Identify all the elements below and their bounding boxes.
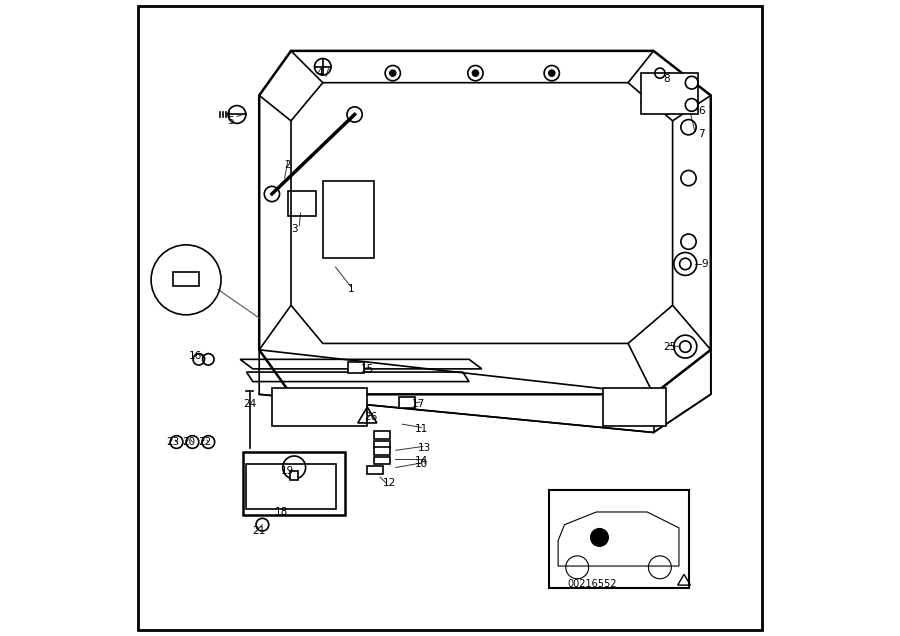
Text: 26: 26 (364, 411, 377, 422)
Text: 18: 18 (274, 507, 288, 517)
Circle shape (548, 69, 555, 77)
Text: 4: 4 (316, 68, 323, 78)
Bar (272, 388, 367, 426)
Bar (348, 362, 364, 373)
Text: 21: 21 (253, 526, 266, 536)
Bar (374, 447, 390, 455)
Text: 25: 25 (662, 342, 676, 352)
Circle shape (389, 69, 397, 77)
Text: 14: 14 (415, 456, 428, 466)
Text: 5: 5 (228, 116, 234, 126)
Text: 3: 3 (291, 224, 298, 234)
Bar (247, 464, 336, 509)
Text: 10: 10 (415, 459, 428, 469)
Text: 7: 7 (698, 128, 705, 139)
Text: 17: 17 (411, 399, 425, 409)
Text: 00216552: 00216552 (568, 579, 617, 589)
Bar (641, 73, 698, 114)
Text: 6: 6 (698, 106, 705, 116)
Text: 1: 1 (348, 284, 355, 294)
Bar (603, 388, 666, 426)
Bar (367, 466, 383, 474)
Bar (549, 490, 688, 588)
Text: 22: 22 (199, 437, 212, 447)
Text: 2: 2 (284, 160, 291, 170)
Circle shape (590, 528, 609, 547)
Text: 23: 23 (166, 437, 180, 447)
Bar (399, 397, 415, 408)
Text: 19: 19 (281, 466, 294, 476)
Text: 24: 24 (243, 399, 256, 409)
Circle shape (472, 69, 480, 77)
Bar (374, 431, 390, 439)
Bar (374, 457, 390, 464)
Bar (291, 471, 298, 480)
Text: 16: 16 (189, 351, 202, 361)
Text: 11: 11 (415, 424, 428, 434)
Text: 15: 15 (361, 364, 374, 374)
Text: 9: 9 (701, 259, 707, 269)
Text: 8: 8 (663, 74, 670, 85)
Text: 20: 20 (183, 437, 196, 447)
Bar (174, 272, 199, 286)
Text: 13: 13 (418, 443, 431, 453)
Bar (323, 181, 373, 258)
Text: 12: 12 (383, 478, 396, 488)
Bar (374, 441, 390, 448)
Bar (243, 452, 345, 515)
